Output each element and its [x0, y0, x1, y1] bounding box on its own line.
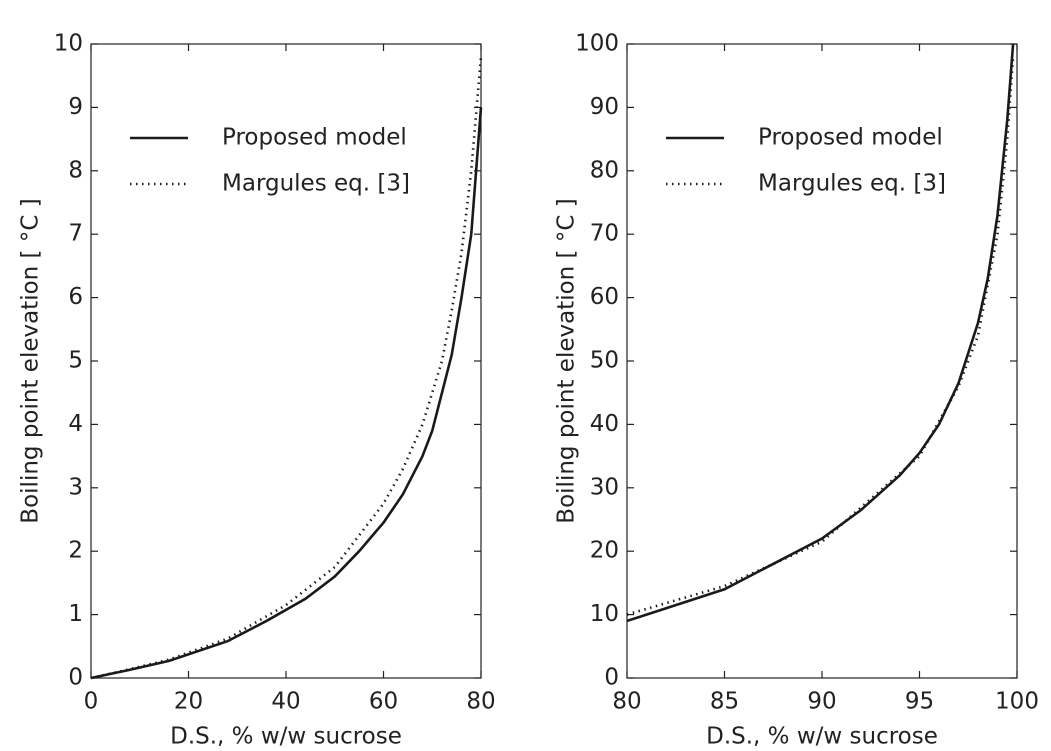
legend-label: Margules eq. [3] [222, 171, 410, 197]
x-tick-label: 90 [807, 689, 836, 715]
y-tick-label: 9 [68, 94, 83, 120]
y-tick-label: 60 [590, 284, 619, 310]
y-tick-label: 0 [68, 665, 83, 691]
y-tick-label: 6 [68, 284, 83, 310]
x-axis-label: D.S., % w/w sucrose [706, 724, 938, 750]
y-tick-label: 7 [68, 221, 83, 247]
y-tick-label: 70 [590, 221, 619, 247]
x-axis-label: D.S., % w/w sucrose [170, 724, 402, 750]
y-tick-label: 10 [590, 601, 619, 627]
data-line [626, 43, 1015, 623]
y-tick-label: 5 [68, 348, 83, 374]
y-tick-label: 100 [575, 31, 619, 57]
y-tick-label: 30 [590, 474, 619, 500]
x-tick-label: 100 [995, 689, 1039, 715]
legend-label: Proposed model [758, 125, 943, 151]
x-tick-label: 60 [369, 689, 398, 715]
y-tick-label: 20 [590, 538, 619, 564]
legend-label: Proposed model [222, 125, 407, 151]
y-tick-label: 50 [590, 348, 619, 374]
y-tick-label: 80 [590, 157, 619, 183]
x-tick-label: 80 [612, 689, 641, 715]
y-tick-label: 3 [68, 474, 83, 500]
x-tick-label: 85 [710, 689, 739, 715]
y-tick-label: 4 [68, 411, 83, 437]
data-line [90, 56, 483, 680]
x-tick-label: 0 [84, 689, 99, 715]
y-tick-label: 0 [604, 665, 619, 691]
y-axis-label: Boiling point elevation [ °C ] [18, 198, 44, 523]
x-tick-label: 95 [905, 689, 934, 715]
x-tick-label: 80 [466, 689, 495, 715]
data-line [90, 107, 483, 680]
y-tick-label: 2 [68, 538, 83, 564]
x-tick-label: 20 [174, 689, 203, 715]
x-tick-label: 40 [271, 689, 300, 715]
y-tick-label: 90 [590, 94, 619, 120]
y-tick-label: 8 [68, 157, 83, 183]
y-axis-label: Boiling point elevation [ °C ] [554, 198, 580, 523]
y-tick-label: 1 [68, 601, 83, 627]
y-tick-label: 40 [590, 411, 619, 437]
y-tick-label: 10 [54, 31, 83, 57]
legend-label: Margules eq. [3] [758, 171, 946, 197]
